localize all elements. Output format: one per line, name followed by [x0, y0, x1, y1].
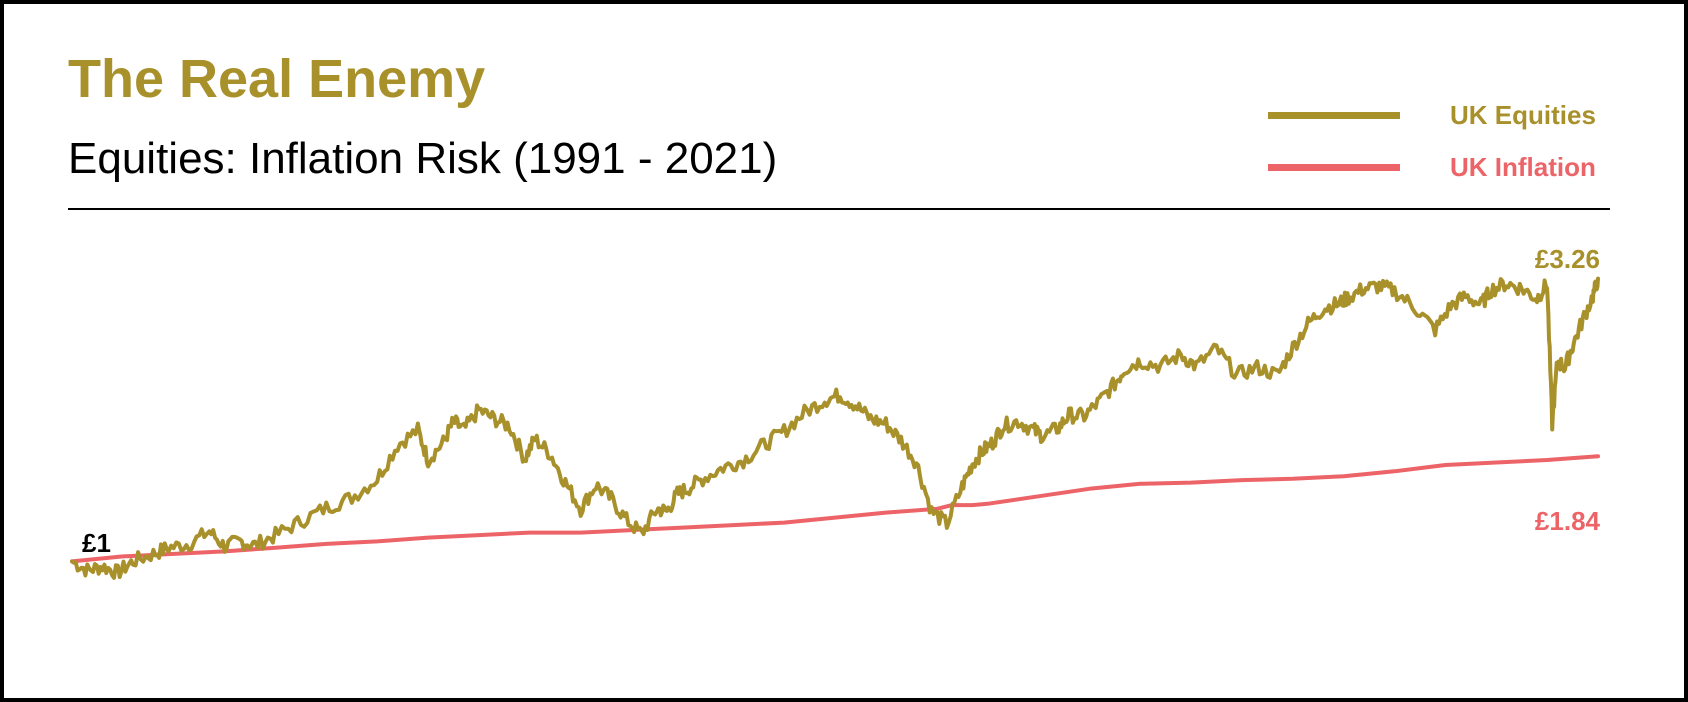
legend-swatch-equities [1268, 112, 1400, 119]
series-line-inflation [70, 454, 1600, 564]
chart-subtitle: Equities: Inflation Risk (1991 - 2021) [68, 134, 778, 183]
start-value-label: £1 [82, 528, 111, 558]
legend-swatch-inflation [1268, 164, 1400, 171]
end-value-label-inflation: £1.84 [1535, 506, 1601, 536]
end-value-label-equities: £3.26 [1535, 244, 1600, 274]
legend-label-inflation: UK Inflation [1450, 152, 1596, 182]
legend-item-equities: UK Equities [1268, 96, 1658, 136]
legend-item-inflation: UK Inflation [1268, 148, 1658, 188]
header-divider [68, 208, 1610, 210]
series-line-equities [70, 276, 1600, 580]
chart-title: The Real Enemy [68, 49, 486, 109]
plot-area: £1 £3.26 £1.84 [70, 244, 1601, 580]
legend-label-equities: UK Equities [1450, 100, 1596, 130]
